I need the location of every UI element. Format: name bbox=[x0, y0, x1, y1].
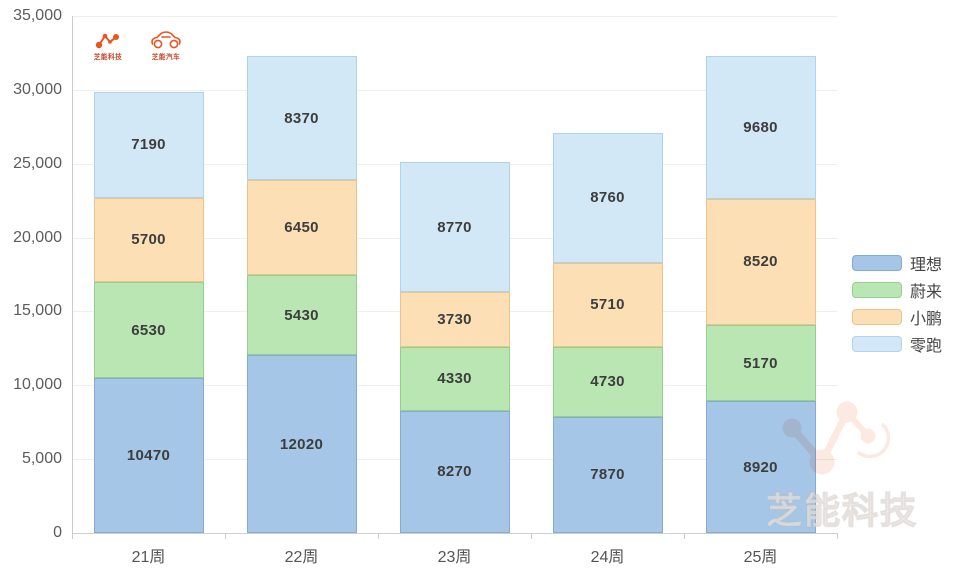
y-axis-line bbox=[72, 16, 73, 533]
bar-segment-理想-21周[interactable]: 10470 bbox=[93, 378, 204, 533]
gridline-30000 bbox=[72, 89, 837, 91]
legend-item-蔚来[interactable]: 蔚来 bbox=[852, 281, 942, 301]
bar-segment-蔚来-21周[interactable]: 6530 bbox=[93, 281, 204, 379]
y-tick-label-0: 0 bbox=[53, 524, 62, 541]
y-axis-labels: 0 5,000 10,000 15,000 20,000 25,000 30,000 35,0… bbox=[0, 0, 62, 573]
bar-value-label: 5700 bbox=[131, 231, 166, 249]
x-axis-tick bbox=[837, 533, 838, 539]
brand-badge-tech: 芝能科技 bbox=[86, 28, 130, 62]
car-logo-icon bbox=[149, 28, 183, 50]
bar-value-label: 3730 bbox=[437, 310, 472, 328]
x-category-label-25周: 25周 bbox=[743, 549, 778, 566]
x-axis-line bbox=[72, 533, 837, 534]
bar-segment-蔚来-24周[interactable]: 4730 bbox=[552, 346, 663, 417]
bar-value-label: 6450 bbox=[284, 219, 319, 237]
bar-value-label: 6530 bbox=[131, 321, 166, 339]
y-tick-label-35000: 35,000 bbox=[13, 7, 62, 24]
bar-value-label: 8770 bbox=[437, 218, 472, 236]
legend: 理想 蔚来 小鹏 零跑 bbox=[852, 254, 942, 362]
bar-value-label: 9680 bbox=[743, 119, 778, 137]
y-tick-label-25000: 25,000 bbox=[13, 154, 62, 172]
bar-value-label: 8370 bbox=[284, 109, 319, 127]
bar-segment-小鹏-23周[interactable]: 3730 bbox=[399, 291, 510, 347]
bar-segment-零跑-21周[interactable]: 7190 bbox=[93, 91, 204, 198]
x-category-label-24周: 24周 bbox=[590, 549, 625, 566]
legend-swatch-零跑 bbox=[852, 335, 902, 352]
plot-area: 10470 6530 5700 7190 12020 5430 6450 8370 8270 43… bbox=[72, 16, 838, 566]
x-category-label-23周: 23周 bbox=[437, 549, 472, 566]
y-tick-label-30000: 30,000 bbox=[13, 80, 62, 98]
bar-value-label: 4730 bbox=[590, 373, 625, 391]
bar-segment-零跑-22周[interactable]: 8370 bbox=[246, 56, 357, 180]
bar-value-label: 8760 bbox=[590, 189, 625, 207]
molecule-logo-icon bbox=[95, 28, 121, 50]
bar-segment-小鹏-22周[interactable]: 6450 bbox=[246, 179, 357, 276]
bar-segment-小鹏-25周[interactable]: 8520 bbox=[705, 199, 816, 325]
bar-value-label: 10470 bbox=[126, 447, 171, 465]
legend-label-小鹏: 小鹏 bbox=[910, 310, 943, 328]
legend-item-小鹏[interactable]: 小鹏 bbox=[852, 308, 942, 328]
legend-swatch-小鹏 bbox=[852, 308, 902, 325]
brand-auto-label: 芝能汽车 bbox=[151, 54, 181, 61]
x-category-label-21周: 21周 bbox=[131, 549, 166, 566]
bar-segment-理想-22周[interactable]: 12020 bbox=[246, 355, 357, 533]
bars-layer: 10470 6530 5700 7190 12020 5430 6450 8370 8270 43… bbox=[72, 16, 837, 533]
x-category-label-22周: 22周 bbox=[284, 549, 319, 566]
legend-label-理想: 理想 bbox=[910, 256, 943, 274]
x-axis-tick bbox=[378, 533, 379, 539]
bar-segment-零跑-23周[interactable]: 8770 bbox=[399, 162, 510, 292]
bar-segment-零跑-24周[interactable]: 8760 bbox=[552, 133, 663, 263]
bar-segment-理想-24周[interactable]: 7870 bbox=[552, 416, 663, 533]
bar-value-label: 5710 bbox=[590, 296, 625, 314]
bar-segment-零跑-25周[interactable]: 9680 bbox=[705, 56, 816, 200]
bar-value-label: 8920 bbox=[743, 458, 778, 476]
x-axis-tick bbox=[684, 533, 685, 539]
bar-segment-小鹏-24周[interactable]: 5710 bbox=[552, 262, 663, 347]
bar-segment-小鹏-21周[interactable]: 5700 bbox=[93, 197, 204, 282]
x-axis-tick bbox=[225, 533, 226, 539]
bar-value-label: 7190 bbox=[131, 136, 166, 154]
bar-value-label: 8520 bbox=[743, 253, 778, 271]
y-tick-label-10000: 10,000 bbox=[13, 376, 62, 394]
gridline-35000 bbox=[72, 16, 837, 17]
bar-segment-理想-23周[interactable]: 8270 bbox=[399, 410, 510, 533]
brand-badge-auto: 芝能汽车 bbox=[144, 28, 188, 62]
legend-swatch-蔚来 bbox=[852, 281, 902, 298]
legend-item-零跑[interactable]: 零跑 bbox=[852, 335, 942, 355]
brand-tech-label: 芝能科技 bbox=[93, 54, 123, 61]
bar-value-label: 5170 bbox=[743, 354, 778, 372]
bar-segment-蔚来-23周[interactable]: 4330 bbox=[399, 346, 510, 411]
legend-swatch-理想 bbox=[852, 254, 902, 271]
y-tick-label-5000: 5,000 bbox=[21, 450, 62, 468]
y-tick-label-20000: 20,000 bbox=[13, 228, 62, 246]
bar-segment-蔚来-22周[interactable]: 5430 bbox=[246, 275, 357, 356]
legend-label-蔚来: 蔚来 bbox=[910, 283, 943, 301]
x-axis-tick bbox=[72, 533, 73, 539]
bar-value-label: 4330 bbox=[437, 370, 472, 388]
y-tick-label-15000: 15,000 bbox=[13, 302, 62, 320]
legend-item-理想[interactable]: 理想 bbox=[852, 254, 942, 274]
bar-value-label: 5430 bbox=[284, 306, 319, 324]
bar-segment-蔚来-25周[interactable]: 5170 bbox=[705, 324, 816, 402]
bar-value-label: 12020 bbox=[279, 435, 324, 453]
bar-value-label: 7870 bbox=[590, 466, 625, 484]
x-axis-tick bbox=[531, 533, 532, 539]
brand-badges: 芝能科技 芝能汽车 bbox=[86, 28, 188, 62]
bar-segment-理想-25周[interactable]: 8920 bbox=[705, 401, 816, 533]
legend-label-零跑: 零跑 bbox=[910, 337, 943, 355]
bar-value-label: 8270 bbox=[437, 463, 472, 481]
